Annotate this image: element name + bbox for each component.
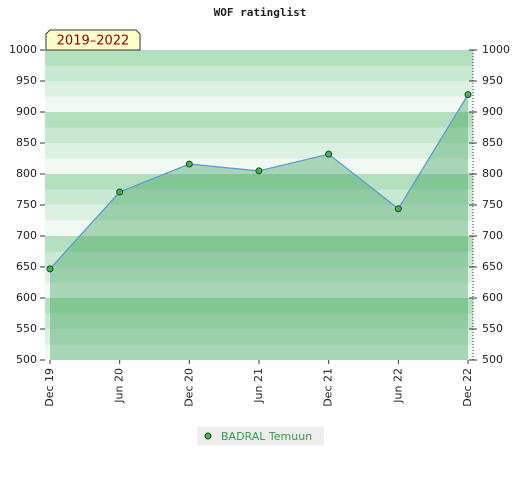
marker: [255, 167, 263, 175]
y2-tick-label: 1000: [482, 43, 510, 56]
x-tick-label: Dec 22: [461, 368, 474, 407]
y2-tick-label: 850: [482, 136, 503, 149]
chart-title: WOF ratinglist: [214, 6, 307, 19]
y-tick-label: 850: [16, 136, 37, 149]
y2-tick-label: 950: [482, 74, 503, 87]
legend: BADRAL Temuun: [197, 427, 324, 445]
y-tick-label: 900: [16, 105, 37, 118]
y-tick-label: 550: [16, 322, 37, 335]
y-tick-label: 950: [16, 74, 37, 87]
background-stripe: [45, 205, 473, 221]
marker: [394, 205, 402, 213]
background-stripe: [45, 189, 473, 206]
x-tick-label: Jun 21: [252, 368, 265, 404]
y-tick-label: 650: [16, 260, 37, 273]
legend-label: BADRAL Temuun: [221, 430, 312, 443]
background-stripe: [45, 220, 473, 237]
x-tick-label: Jun 22: [391, 368, 404, 404]
x-tick-label: Jun 20: [113, 368, 126, 404]
y-tick-label: 600: [16, 291, 37, 304]
y2-tick-label: 650: [482, 260, 503, 273]
marker: [116, 188, 124, 196]
background-stripe: [45, 127, 473, 144]
y-tick-label: 800: [16, 167, 37, 180]
background-stripe: [45, 236, 473, 252]
annotation: 2019–2022: [57, 34, 130, 49]
background-stripe: [45, 96, 473, 113]
background-stripe: [45, 143, 473, 159]
x-tick-label: Dec 19: [43, 368, 56, 407]
y2-tick-label: 700: [482, 229, 503, 242]
area-fill: [50, 94, 468, 360]
background-stripe: [45, 298, 473, 314]
legend-box: [197, 427, 324, 445]
y-tick-label: 500: [16, 353, 37, 366]
marker: [325, 150, 333, 158]
legend-marker: [204, 432, 212, 440]
y2-tick-label: 750: [482, 198, 503, 211]
background-stripe: [45, 282, 473, 299]
background-stripe: [45, 344, 473, 361]
y-tick-label: 750: [16, 198, 37, 211]
background-stripe: [45, 329, 473, 345]
background-stripe: [45, 81, 473, 97]
background-stripe: [45, 174, 473, 190]
background-stripe: [45, 65, 473, 82]
y2-tick-label: 550: [482, 322, 503, 335]
x-tick-label: Dec 21: [322, 368, 335, 407]
x-tick-label: Dec 20: [182, 368, 195, 407]
y-tick-label: 700: [16, 229, 37, 242]
y2-tick-label: 500: [482, 353, 503, 366]
background-stripe: [45, 313, 473, 330]
background-stripe: [45, 251, 473, 268]
background-stripe: [45, 267, 473, 283]
background-stripe: [45, 158, 473, 175]
marker: [185, 160, 193, 168]
y2-tick-label: 600: [482, 291, 503, 304]
annotation-box: [45, 29, 141, 51]
y2-tick-label: 900: [482, 105, 503, 118]
background-stripe: [45, 50, 473, 66]
marker: [464, 91, 472, 99]
y2-tick-label: 800: [482, 167, 503, 180]
marker: [46, 265, 54, 273]
y-tick-label: 1000: [9, 43, 37, 56]
background-stripe: [45, 112, 473, 128]
